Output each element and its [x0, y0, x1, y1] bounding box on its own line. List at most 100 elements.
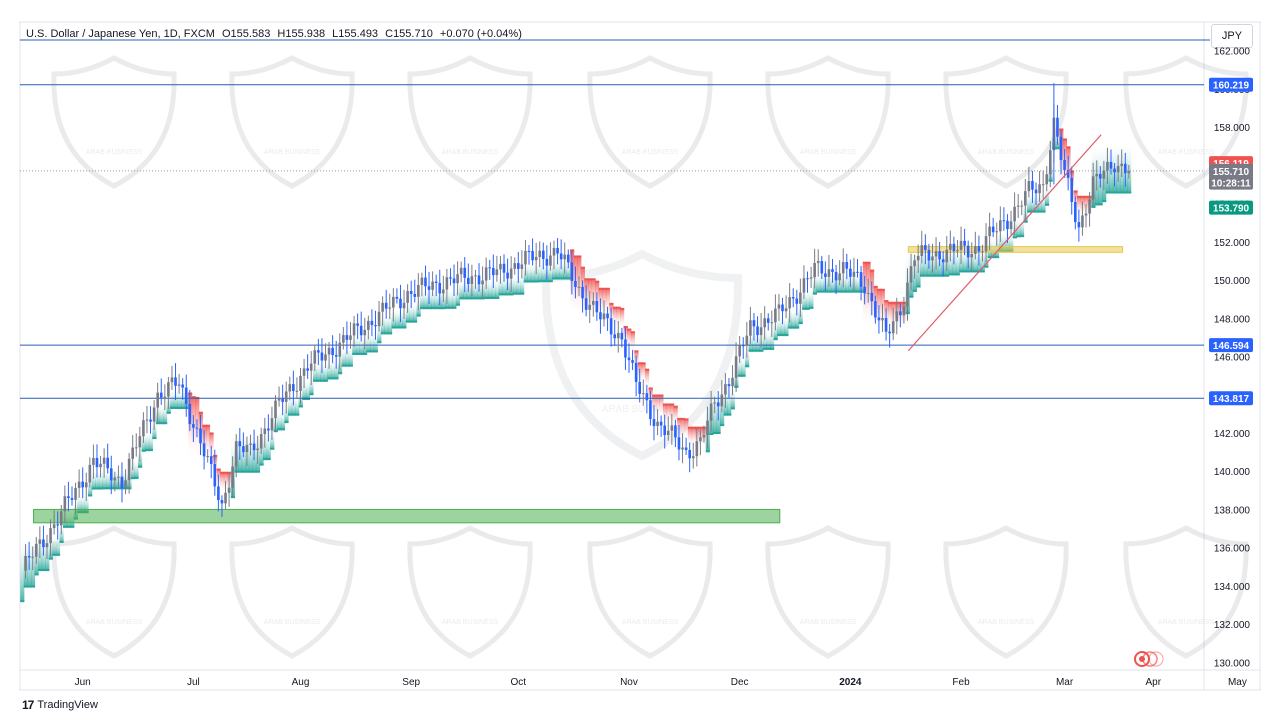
candle-body	[1013, 206, 1016, 222]
plot-border	[19, 21, 1261, 691]
time-axis[interactable]: JunJulAugSepOctNovDec2024FebMarAprMayJun	[75, 677, 1280, 688]
replay-icon[interactable]	[1134, 651, 1164, 667]
candle-body	[688, 449, 691, 459]
band-line	[559, 277, 564, 280]
band-line	[516, 292, 521, 295]
candle-body	[1091, 176, 1095, 200]
band-line	[802, 307, 807, 310]
candle-body	[877, 317, 881, 321]
candle-body	[624, 339, 627, 358]
watermark-shield-icon: ARAB BUSINESS	[765, 525, 891, 659]
candle-body	[231, 466, 234, 488]
candle-body	[1006, 220, 1009, 230]
candle-body	[252, 443, 256, 451]
band-line	[880, 288, 885, 291]
candle-body	[102, 457, 106, 464]
currency-badge[interactable]: JPY	[1211, 24, 1253, 48]
candle-body	[591, 300, 595, 305]
band-line	[745, 365, 750, 368]
band-line	[1127, 191, 1132, 194]
band-line	[430, 307, 435, 310]
candle-body	[284, 391, 288, 402]
candle-body	[834, 271, 838, 281]
band-line	[395, 326, 400, 329]
candle-body	[866, 292, 870, 294]
candle-body	[452, 278, 456, 284]
candle-body	[224, 492, 227, 504]
candle-body	[584, 298, 588, 310]
candle-body	[849, 268, 852, 277]
band-line	[302, 397, 307, 400]
band-line	[545, 280, 550, 283]
symbol-title[interactable]: U.S. Dollar / Japanese Yen, 1D, FXCM	[26, 28, 215, 40]
candle-body	[556, 247, 559, 254]
candle-body	[1020, 205, 1024, 207]
candle-body	[259, 434, 263, 449]
candle-body	[320, 352, 324, 361]
band-line	[759, 349, 764, 352]
candle-body	[524, 250, 527, 265]
band-line	[1105, 191, 1110, 194]
band-line	[470, 297, 475, 300]
band-line	[1091, 205, 1096, 208]
candle-body	[595, 300, 599, 313]
band-line	[541, 280, 546, 283]
candle-body	[706, 420, 709, 436]
band-line	[602, 287, 607, 290]
candle-body	[313, 350, 317, 364]
watermark-text: ARAB BUSINESS	[800, 619, 857, 626]
y-tick-label: 150.000	[1214, 276, 1251, 287]
candle-body	[281, 398, 284, 402]
candle-body	[170, 377, 174, 383]
band-line	[366, 350, 371, 353]
ohlc-low: L155.493	[332, 28, 379, 40]
band-line	[284, 421, 289, 424]
candle-body	[1056, 117, 1059, 137]
band-line	[420, 307, 425, 310]
candle-body	[588, 304, 592, 310]
watermark-shield-icon: ARAB BUSINESS	[407, 55, 533, 189]
band-line	[691, 426, 696, 429]
candle-body	[888, 331, 891, 334]
candle-body	[1034, 189, 1038, 194]
yellow-zone	[907, 246, 1124, 253]
tradingview-logo-icon[interactable]: 17	[22, 698, 34, 712]
candle-body	[67, 496, 70, 499]
candle-body	[1038, 184, 1041, 194]
candle-body	[870, 292, 874, 302]
y-tick-label: 138.000	[1214, 505, 1251, 516]
watermark-shield-icon: ARAB BUSINESS	[229, 525, 355, 659]
watermark-shield-icon: ARAB BUSINESS	[407, 525, 533, 659]
band-line	[862, 261, 868, 264]
candle-body	[656, 421, 659, 427]
watermark-shield-icon: ARAB BUSINESS	[765, 55, 891, 189]
candle-body	[92, 457, 95, 465]
band-line	[605, 287, 610, 290]
band-line	[66, 525, 71, 528]
band-line	[937, 274, 942, 277]
zones-layer	[33, 246, 1124, 524]
candle-body	[1106, 161, 1109, 171]
band-line	[919, 274, 925, 277]
footer-brand[interactable]: TradingView	[37, 699, 98, 711]
band-line	[1084, 195, 1089, 198]
candle-body	[156, 392, 159, 408]
candle-body	[77, 481, 81, 489]
candle-body	[938, 251, 941, 260]
band-line	[141, 449, 146, 452]
candle-body	[502, 263, 506, 273]
candle-body	[1063, 160, 1066, 171]
band-line	[1034, 210, 1039, 213]
candles-layer	[24, 83, 1131, 579]
candle-body	[45, 543, 49, 548]
x-tick-label: Nov	[620, 677, 638, 688]
band-line	[20, 600, 25, 603]
band-line	[377, 341, 382, 344]
candle-body	[916, 255, 920, 261]
candle-body	[238, 441, 242, 447]
band-line	[416, 314, 421, 317]
candle-body	[609, 318, 613, 335]
candle-body	[331, 347, 334, 356]
band-line	[598, 287, 603, 290]
